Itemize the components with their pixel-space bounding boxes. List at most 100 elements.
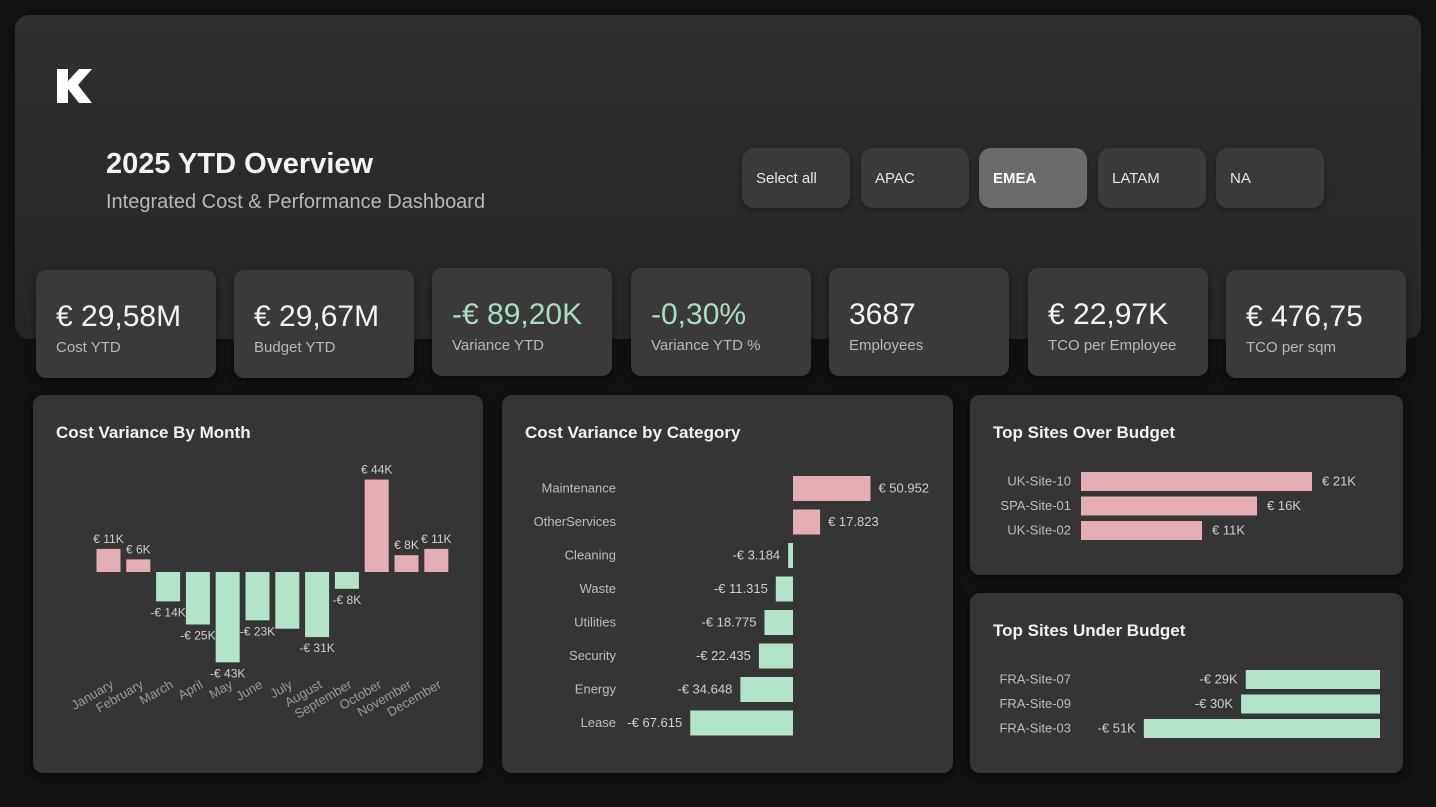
kpi-variance-ytd-percent: -0,30% Variance YTD % (631, 268, 811, 376)
data-label: -€ 34.648 (677, 682, 732, 697)
bar-september (334, 572, 359, 589)
region-slicer-emea[interactable]: EMEA (979, 148, 1087, 208)
region-slicer-select-all[interactable]: Select all (742, 148, 850, 208)
site-label: UK-Site-10 (1007, 474, 1071, 489)
data-label: -€ 29K (1199, 672, 1238, 687)
data-label: € 11K (1212, 523, 1245, 538)
data-label: -€ 43K (210, 666, 245, 680)
bar-november (394, 555, 419, 572)
data-label: € 17.823 (828, 514, 879, 529)
data-label: -€ 3.184 (732, 548, 780, 563)
site-label: FRA-Site-03 (999, 721, 1071, 736)
bar-october (364, 479, 389, 572)
category-label: Lease (581, 715, 616, 730)
bar-waste (775, 576, 793, 602)
bar-july (275, 572, 300, 629)
kpi-value: € 29,67M (254, 300, 380, 333)
data-label: € 11K (421, 532, 451, 546)
kpi-tco-per-sqm: € 476,75 TCO per sqm (1226, 270, 1406, 378)
card-top-sites-over-budget: Top Sites Over Budget UK-Site-10 € 21K SPA… (970, 395, 1403, 575)
kpi-employees: 3687 Employees (829, 268, 1009, 376)
bar-cleaning (788, 543, 793, 568)
bar-spa-site-01 (1081, 496, 1257, 516)
data-label: -€ 30K (1195, 696, 1234, 711)
bar-security (758, 643, 793, 669)
data-label: € 11K (93, 532, 123, 546)
region-slicer-na[interactable]: NA (1216, 148, 1324, 208)
chart-title: Top Sites Over Budget (993, 423, 1175, 442)
bar-maintenance (793, 476, 871, 501)
slicer-label: LATAM (1112, 169, 1160, 187)
slicer-label: NA (1230, 169, 1251, 187)
kpi-value: -0,30% (651, 298, 747, 331)
bar-lease (690, 710, 793, 736)
bar-fra-site-03 (1143, 719, 1380, 738)
data-label: -€ 8K (333, 593, 362, 607)
kpi-label: Variance YTD % (651, 337, 761, 354)
bar-february (126, 559, 151, 572)
region-slicer-latam[interactable]: LATAM (1098, 148, 1206, 208)
category-label: OtherServices (534, 514, 617, 529)
site-label: FRA-Site-09 (999, 696, 1071, 711)
chart-top-sites-over-budget: UK-Site-10 € 21K SPA-Site-01 € 16K UK-Site-0… (1000, 472, 1356, 540)
kpi-tco-per-employee: € 22,97K TCO per Employee (1028, 268, 1208, 376)
bar-april (185, 572, 210, 625)
category-label: Energy (575, 682, 617, 697)
x-tick-label: April (175, 677, 205, 703)
kpi-value: € 29,58M (56, 300, 182, 333)
bar-utilities (764, 610, 793, 635)
kpi-variance-ytd: -€ 89,20K Variance YTD (432, 268, 612, 376)
kpi-budget-ytd: € 29,67M Budget YTD (234, 270, 414, 378)
kpi-label: Cost YTD (56, 339, 121, 356)
kpi-label: TCO per Employee (1048, 337, 1177, 354)
region-slicer-apac[interactable]: APAC (861, 148, 969, 208)
data-label: € 8K (394, 538, 419, 552)
data-label: -€ 11.315 (714, 581, 768, 596)
category-label: Maintenance (542, 481, 616, 496)
data-label: -€ 67.615 (627, 715, 682, 730)
category-label: Cleaning (565, 548, 616, 563)
chart-top-sites-under-budget: FRA-Site-07 -€ 29K FRA-Site-09 -€ 30K FRA-Si… (999, 670, 1380, 738)
chart-title: Cost Variance By Month (56, 423, 251, 442)
site-label: FRA-Site-07 (999, 672, 1071, 687)
data-label: -€ 31K (299, 641, 334, 655)
card-cost-variance-by-category: Cost Variance by Category Maintenance € 5… (502, 395, 953, 773)
category-label: Utilities (574, 615, 616, 630)
bar-otherservices (793, 509, 821, 535)
bar-fra-site-09 (1241, 694, 1380, 714)
kpi-label: Employees (849, 337, 924, 354)
category-label: Security (569, 648, 616, 663)
page-subtitle: Integrated Cost & Performance Dashboard (106, 191, 486, 213)
data-label: -€ 51K (1098, 721, 1137, 736)
slicer-label: APAC (875, 169, 915, 187)
card-top-sites-under-budget: Top Sites Under Budget FRA-Site-07 -€ 29K… (970, 593, 1403, 773)
bar-january (96, 548, 121, 572)
bar-energy (740, 677, 793, 702)
data-label: -€ 23K (240, 624, 275, 638)
x-tick-label: June (233, 677, 265, 704)
kpi-value: 3687 (849, 298, 916, 331)
chart-cost-variance-by-category: Maintenance € 50.952 OtherServices € 17.823… (534, 476, 929, 736)
site-label: SPA-Site-01 (1000, 498, 1071, 513)
data-label: € 16K (1267, 498, 1301, 513)
data-label: € 21K (1322, 474, 1356, 489)
bar-august (305, 572, 330, 638)
chart-title: Top Sites Under Budget (993, 621, 1186, 640)
data-label: -€ 25K (180, 629, 215, 643)
kpi-label: TCO per sqm (1246, 339, 1337, 356)
site-label: UK-Site-02 (1007, 523, 1071, 538)
bar-may (215, 572, 240, 663)
data-label: -€ 22.435 (696, 648, 751, 663)
bar-uk-site-10 (1081, 472, 1312, 491)
kpi-value: € 22,97K (1048, 298, 1169, 331)
kpi-value: -€ 89,20K (452, 298, 583, 331)
kpi-label: Variance YTD (452, 337, 544, 354)
card-cost-variance-by-month: Cost Variance By Month € 11K January € 6K F… (33, 395, 483, 773)
bar-uk-site-02 (1081, 521, 1202, 540)
company-logo-icon (57, 69, 92, 103)
kpi-label: Budget YTD (254, 339, 336, 356)
bar-june (245, 572, 270, 621)
kpi-value: € 476,75 (1246, 300, 1363, 333)
data-label: € 44K (361, 463, 392, 477)
